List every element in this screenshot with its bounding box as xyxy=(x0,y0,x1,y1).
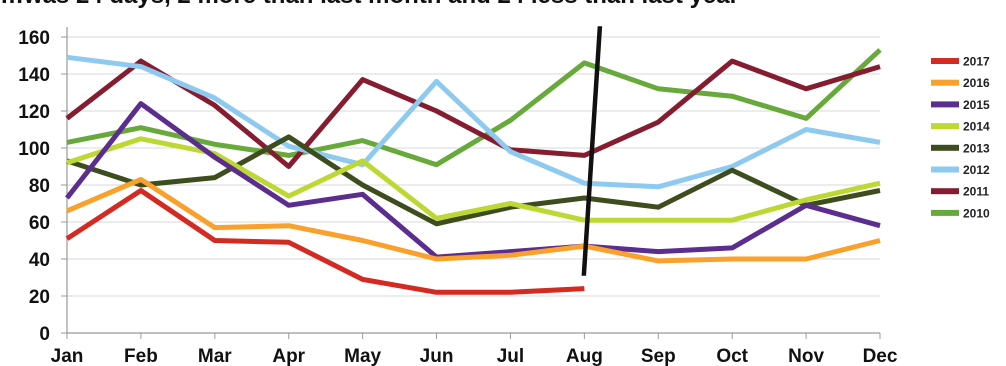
series-line-2012 xyxy=(66,54,881,190)
legend-label-2010: 2010 xyxy=(963,206,990,220)
x-tick-label: Oct xyxy=(716,346,748,366)
x-tick-label: May xyxy=(344,346,381,366)
legend-swatch-2013 xyxy=(931,144,959,151)
y-tick-label: 20 xyxy=(29,287,50,308)
x-tick-label: Dec xyxy=(863,346,898,366)
legend-swatch-2012 xyxy=(931,166,959,173)
series-line-2016 xyxy=(66,176,881,264)
legend-label-2012: 2012 xyxy=(963,163,990,177)
series-line-2010 xyxy=(66,48,882,168)
y-tick-label: 60 xyxy=(29,213,50,234)
y-tick-label: 120 xyxy=(18,102,50,123)
x-tick-label: Jun xyxy=(420,346,454,366)
x-tick-label: Feb xyxy=(124,346,158,366)
series-line-2011 xyxy=(65,58,881,169)
chart-title: …was 24 days, 2 more than last month and… xyxy=(0,0,739,9)
y-tick-label: 0 xyxy=(39,324,50,345)
vertical-marker xyxy=(581,26,603,276)
y-tick-label: 80 xyxy=(29,176,50,197)
x-tick-label: Aug xyxy=(566,346,603,366)
legend-label-2015: 2015 xyxy=(963,98,990,112)
legend-label-2014: 2014 xyxy=(963,120,990,134)
y-tick-label: 100 xyxy=(18,139,50,160)
y-tick-label: 160 xyxy=(18,28,50,49)
legend-swatch-2015 xyxy=(931,101,959,108)
legend-swatch-2010 xyxy=(931,209,959,216)
y-tick-label: 40 xyxy=(29,250,50,271)
y-tick-label: 140 xyxy=(18,65,50,86)
legend: 2017 2016 2015 2014 2013 2012 2011 2010 xyxy=(931,55,990,220)
legend-label-2016: 2016 xyxy=(963,76,990,90)
legend-label-2011: 2011 xyxy=(963,185,989,199)
series-line-2017 xyxy=(65,188,585,295)
legend-swatch-2016 xyxy=(931,79,959,86)
series-line-2015 xyxy=(65,101,881,260)
x-tick-label: Sep xyxy=(641,346,676,366)
x-tick-label: Nov xyxy=(788,346,824,366)
series-lines xyxy=(65,48,882,295)
x-tick-label: Apr xyxy=(272,346,305,366)
legend-swatch-2017 xyxy=(931,58,959,64)
legend-label-2013: 2013 xyxy=(963,141,990,155)
x-tick-label: Mar xyxy=(198,346,232,366)
legend-swatch-2014 xyxy=(931,123,959,130)
series-line-2013 xyxy=(66,134,881,227)
x-tick-label: Jul xyxy=(497,346,524,366)
axes: 0 20 40 60 80 100 120 140 160 Jan Feb Mar Apr May Jun J… xyxy=(18,27,898,366)
legend-swatch-2011 xyxy=(931,188,959,195)
annotations xyxy=(581,26,603,276)
legend-label-2017: 2017 xyxy=(963,55,990,69)
x-tick-label: Jan xyxy=(51,346,84,366)
